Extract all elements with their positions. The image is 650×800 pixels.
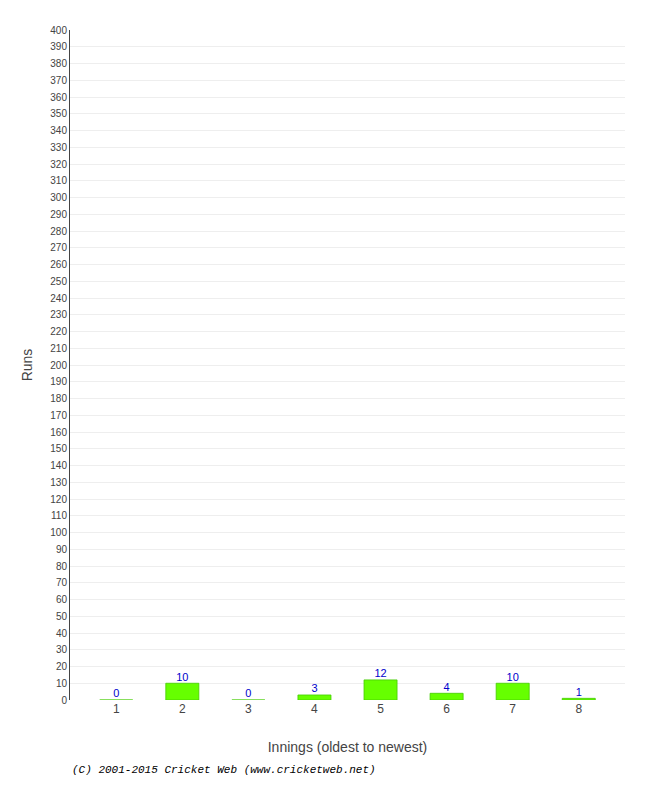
svg-text:170: 170 bbox=[50, 410, 67, 421]
svg-text:4: 4 bbox=[311, 702, 318, 716]
svg-text:8: 8 bbox=[575, 702, 582, 716]
svg-text:1: 1 bbox=[576, 686, 582, 698]
svg-text:0: 0 bbox=[113, 687, 119, 699]
svg-text:30: 30 bbox=[56, 644, 68, 655]
svg-text:150: 150 bbox=[50, 443, 67, 454]
svg-text:340: 340 bbox=[50, 125, 67, 136]
svg-text:3: 3 bbox=[245, 702, 252, 716]
svg-text:400: 400 bbox=[50, 25, 67, 36]
svg-text:100: 100 bbox=[50, 527, 67, 538]
svg-text:280: 280 bbox=[50, 226, 67, 237]
svg-text:Innings (oldest to newest): Innings (oldest to newest) bbox=[268, 739, 428, 755]
svg-text:12: 12 bbox=[374, 667, 386, 679]
svg-text:360: 360 bbox=[50, 92, 67, 103]
svg-text:3: 3 bbox=[311, 682, 317, 694]
svg-text:20: 20 bbox=[56, 661, 68, 672]
svg-text:260: 260 bbox=[50, 259, 67, 270]
svg-text:10: 10 bbox=[507, 671, 519, 683]
svg-text:390: 390 bbox=[50, 41, 67, 52]
svg-text:60: 60 bbox=[56, 594, 68, 605]
svg-text:320: 320 bbox=[50, 159, 67, 170]
svg-text:130: 130 bbox=[50, 477, 67, 488]
svg-text:2: 2 bbox=[179, 702, 186, 716]
svg-text:370: 370 bbox=[50, 75, 67, 86]
svg-text:120: 120 bbox=[50, 494, 67, 505]
svg-text:40: 40 bbox=[56, 628, 68, 639]
svg-text:300: 300 bbox=[50, 192, 67, 203]
svg-text:160: 160 bbox=[50, 427, 67, 438]
svg-text:270: 270 bbox=[50, 242, 67, 253]
svg-text:350: 350 bbox=[50, 108, 67, 119]
svg-text:220: 220 bbox=[50, 326, 67, 337]
svg-text:4: 4 bbox=[444, 681, 450, 693]
svg-text:90: 90 bbox=[56, 544, 68, 555]
svg-text:250: 250 bbox=[50, 276, 67, 287]
svg-text:380: 380 bbox=[50, 58, 67, 69]
svg-text:70: 70 bbox=[56, 577, 68, 588]
svg-text:240: 240 bbox=[50, 293, 67, 304]
svg-text:7: 7 bbox=[509, 702, 516, 716]
svg-text:200: 200 bbox=[50, 360, 67, 371]
svg-text:Runs: Runs bbox=[19, 349, 35, 382]
svg-text:110: 110 bbox=[51, 510, 67, 521]
svg-text:180: 180 bbox=[50, 393, 67, 404]
svg-text:190: 190 bbox=[50, 376, 67, 387]
svg-text:0: 0 bbox=[245, 687, 251, 699]
svg-text:6: 6 bbox=[443, 702, 450, 716]
svg-text:5: 5 bbox=[377, 702, 384, 716]
svg-text:310: 310 bbox=[50, 175, 67, 186]
svg-text:10: 10 bbox=[176, 671, 188, 683]
svg-text:50: 50 bbox=[56, 611, 68, 622]
svg-text:230: 230 bbox=[50, 309, 67, 320]
svg-text:1: 1 bbox=[113, 702, 120, 716]
svg-text:10: 10 bbox=[56, 678, 68, 689]
svg-text:(C) 2001-2015 Cricket Web (www: (C) 2001-2015 Cricket Web (www.cricketwe… bbox=[72, 764, 376, 776]
svg-text:330: 330 bbox=[50, 142, 67, 153]
svg-text:140: 140 bbox=[50, 460, 67, 471]
svg-text:0: 0 bbox=[61, 695, 67, 706]
svg-text:80: 80 bbox=[56, 561, 68, 572]
svg-text:290: 290 bbox=[50, 209, 67, 220]
svg-text:210: 210 bbox=[50, 343, 67, 354]
